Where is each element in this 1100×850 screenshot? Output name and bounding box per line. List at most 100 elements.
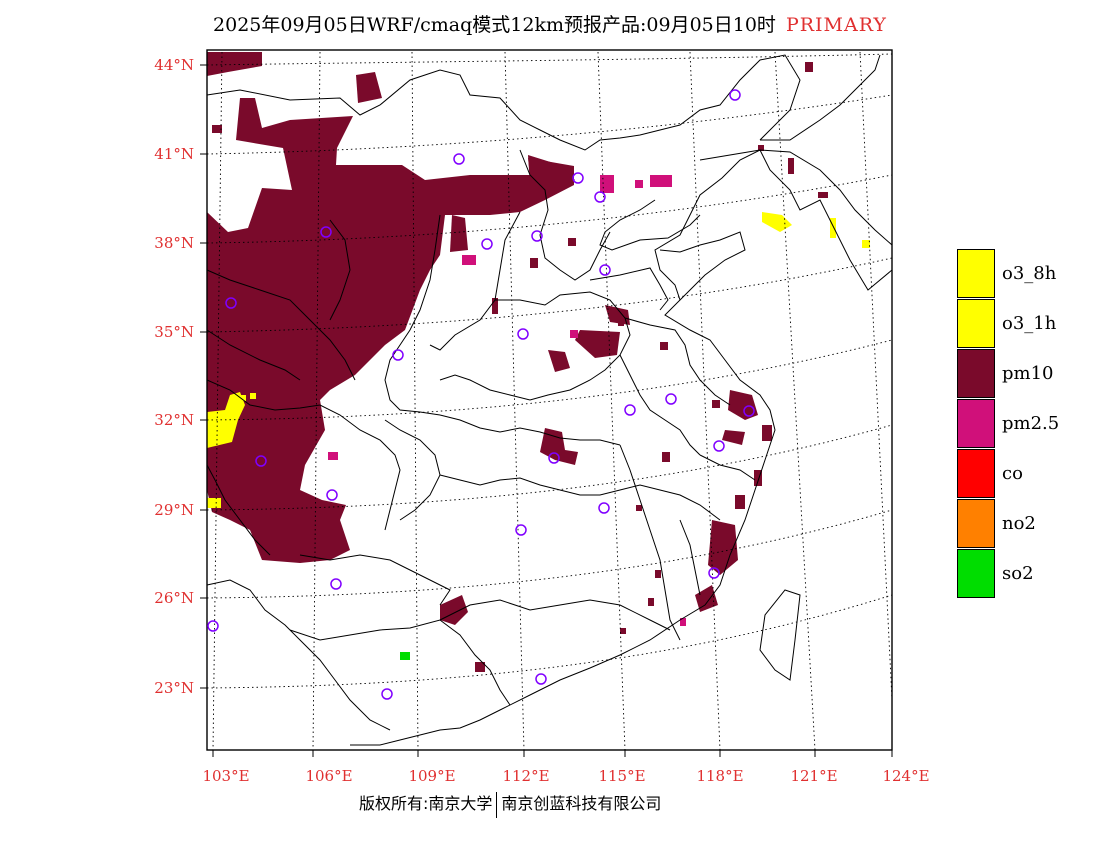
o3-spot	[240, 395, 246, 401]
station-marker	[572, 172, 584, 184]
pm2.5-spot	[462, 255, 476, 265]
lon-label: 103°E	[202, 767, 249, 785]
station-marker	[515, 524, 527, 536]
o3-spot	[862, 240, 870, 248]
pm10-spot	[492, 298, 498, 314]
station-marker	[729, 89, 741, 101]
guizhou-border	[299, 554, 451, 606]
footer-right: 南京创蓝科技有限公司	[501, 794, 662, 813]
lon-line-103	[212, 51, 223, 751]
pm10-spot	[754, 470, 762, 486]
legend-swatch	[957, 499, 995, 548]
pm10-region-zhejiang	[722, 430, 745, 445]
pm2.5-spot	[650, 175, 672, 187]
ningxia-border	[329, 219, 351, 321]
station-marker	[598, 502, 610, 514]
lat-label: 35°N	[154, 323, 194, 341]
shandong-border	[589, 267, 669, 311]
lon-label: 106°E	[305, 767, 352, 785]
gansu-border	[206, 269, 356, 381]
lat-label: 41°N	[154, 145, 194, 163]
anhui-border	[619, 354, 701, 456]
lat-line-44	[206, 53, 893, 66]
tibet-border	[206, 464, 271, 556]
footer-left: 版权所有:南京大学	[359, 794, 493, 813]
legend-swatch	[957, 299, 995, 348]
pm10-region-anhui	[548, 350, 570, 372]
legend-swatch	[957, 399, 995, 448]
pm10-spot	[818, 192, 828, 198]
lat-label: 23°N	[154, 679, 194, 697]
pm10-spot	[788, 158, 794, 174]
inner-mongolia-border	[206, 54, 801, 151]
shaanxi-border	[384, 214, 441, 416]
lat-label: 26°N	[154, 589, 194, 607]
pm10-spot	[620, 628, 626, 634]
jilin-liaoning-border	[699, 149, 893, 246]
station-marker	[225, 297, 237, 309]
station-marker	[599, 264, 611, 276]
guangxi-border	[289, 619, 511, 706]
pm10-spot	[805, 62, 813, 72]
taiwan	[759, 589, 801, 681]
qinghai-border	[206, 329, 301, 381]
province-borders	[206, 54, 893, 746]
pm10-spot	[762, 425, 772, 441]
pm10-spot	[530, 258, 538, 268]
o3-spot	[830, 218, 836, 238]
legend-swatch	[957, 249, 995, 298]
pm10-spot	[660, 342, 668, 350]
yunnan-border	[206, 579, 391, 731]
axis-ticks	[200, 64, 893, 757]
lat-line-32	[206, 339, 893, 421]
station-marker	[594, 191, 606, 203]
lon-line-109	[411, 51, 419, 751]
pm2.5-spot	[635, 180, 643, 188]
station-marker	[326, 489, 338, 501]
pm10-region-fujian	[708, 520, 738, 575]
pm10-spot	[662, 452, 670, 462]
o3-spot	[250, 393, 256, 399]
legend-label: o3_1h	[1002, 313, 1057, 334]
shandong-coast	[659, 231, 746, 301]
pm10-spot	[735, 495, 745, 509]
graticule	[206, 51, 893, 751]
shanxi-border	[429, 211, 521, 351]
lat-label: 44°N	[154, 56, 194, 74]
legend-label: pm10	[1002, 363, 1054, 384]
pm2.5-spot	[680, 618, 686, 626]
pm10-region-hebei	[528, 155, 575, 188]
station-marker	[531, 230, 543, 242]
legend-swatch	[957, 449, 995, 498]
pm10-region-fujian-south	[695, 585, 718, 612]
pm10-spot	[568, 238, 576, 246]
legend-label: no2	[1002, 513, 1036, 534]
station-marker	[708, 567, 720, 579]
pm10-spot	[475, 662, 485, 672]
zhejiang-border	[699, 454, 756, 481]
station-marker	[320, 226, 332, 238]
legend-label: co	[1002, 463, 1023, 484]
so2-spot	[400, 652, 410, 660]
lon-label: 109°E	[408, 767, 455, 785]
station-marker	[665, 393, 677, 405]
jiangxi-border	[619, 444, 681, 641]
station-marker	[713, 440, 725, 452]
station-marker	[255, 455, 267, 467]
lat-line-23	[206, 594, 893, 689]
title-text: 2025年09月05日WRF/cmaq模式12km预报产品:09月05日10时	[213, 14, 776, 36]
pm10-spot	[712, 400, 720, 408]
lat-label: 32°N	[154, 411, 194, 429]
pm2.5-spot	[570, 330, 578, 338]
legend-label: pm2.5	[1002, 413, 1060, 434]
station-marker	[535, 673, 547, 685]
legend-label: so2	[1002, 563, 1034, 584]
monitoring-stations	[207, 89, 755, 700]
chongqing-border	[384, 419, 441, 521]
lat-label: 29°N	[154, 501, 194, 519]
station-marker	[207, 620, 219, 632]
lon-line-124	[859, 51, 893, 701]
lat-line-35	[206, 257, 893, 333]
station-marker	[453, 153, 465, 165]
